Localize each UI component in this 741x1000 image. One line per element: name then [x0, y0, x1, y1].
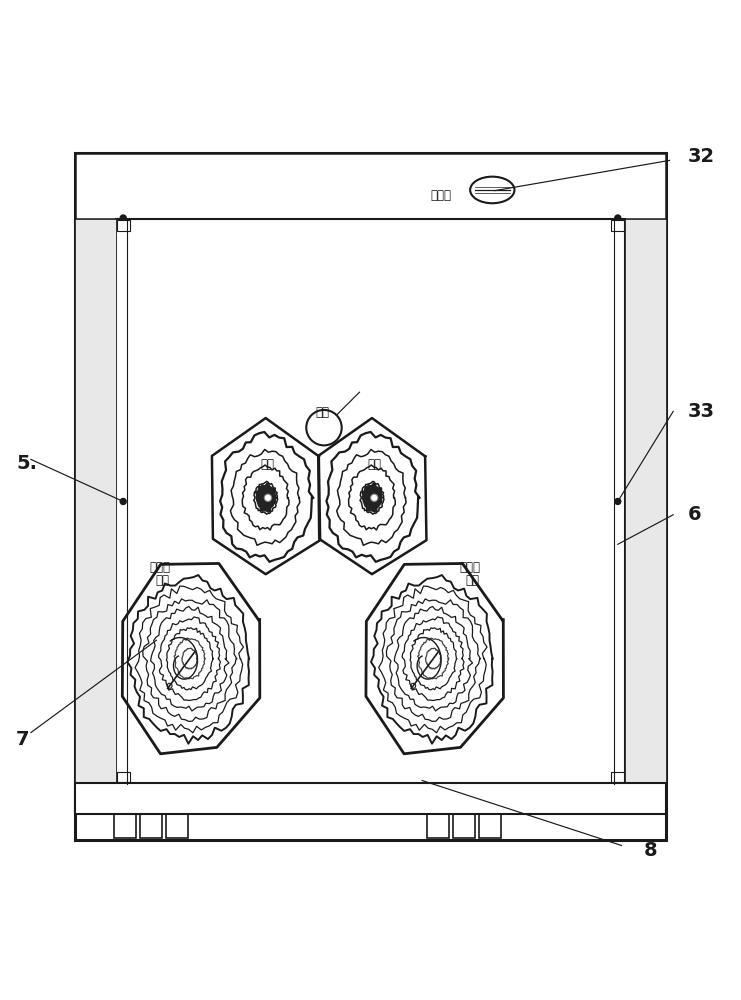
Text: 氯气: 氯气 — [260, 458, 274, 471]
Circle shape — [411, 683, 416, 688]
Bar — [166, 814, 188, 838]
Text: 8: 8 — [644, 841, 657, 860]
Circle shape — [614, 214, 622, 222]
Bar — [611, 772, 625, 782]
Bar — [611, 220, 625, 231]
Text: 回水: 回水 — [465, 574, 479, 587]
Text: 7: 7 — [16, 730, 30, 749]
Polygon shape — [362, 483, 382, 512]
Bar — [116, 219, 625, 784]
Polygon shape — [256, 483, 276, 512]
Text: 32: 32 — [688, 147, 715, 166]
Circle shape — [119, 498, 127, 505]
Circle shape — [370, 494, 378, 501]
Circle shape — [306, 410, 342, 445]
Bar — [453, 814, 475, 838]
Text: 5.: 5. — [16, 454, 37, 473]
Text: 33: 33 — [688, 402, 715, 421]
Bar — [114, 814, 136, 838]
Bar — [116, 772, 130, 782]
Circle shape — [614, 781, 622, 788]
Bar — [75, 219, 116, 784]
Text: 冷却水: 冷却水 — [459, 561, 481, 574]
Text: 冷却水: 冷却水 — [150, 561, 170, 574]
Text: 地线: 地线 — [316, 406, 330, 419]
Text: 进水: 进水 — [156, 574, 170, 587]
Bar — [116, 220, 130, 231]
Circle shape — [119, 781, 127, 788]
Bar — [75, 153, 666, 219]
Circle shape — [167, 683, 172, 688]
Bar — [479, 814, 501, 838]
Text: 臭氧: 臭氧 — [368, 458, 381, 471]
Circle shape — [614, 498, 622, 505]
Bar — [75, 783, 666, 814]
Bar — [75, 153, 666, 840]
Text: 6: 6 — [688, 505, 702, 524]
Text: 高压线: 高压线 — [430, 189, 451, 202]
Ellipse shape — [470, 177, 514, 203]
Circle shape — [265, 494, 272, 501]
Bar — [428, 814, 450, 838]
Bar — [625, 219, 666, 784]
Bar — [140, 814, 162, 838]
Circle shape — [119, 214, 127, 222]
